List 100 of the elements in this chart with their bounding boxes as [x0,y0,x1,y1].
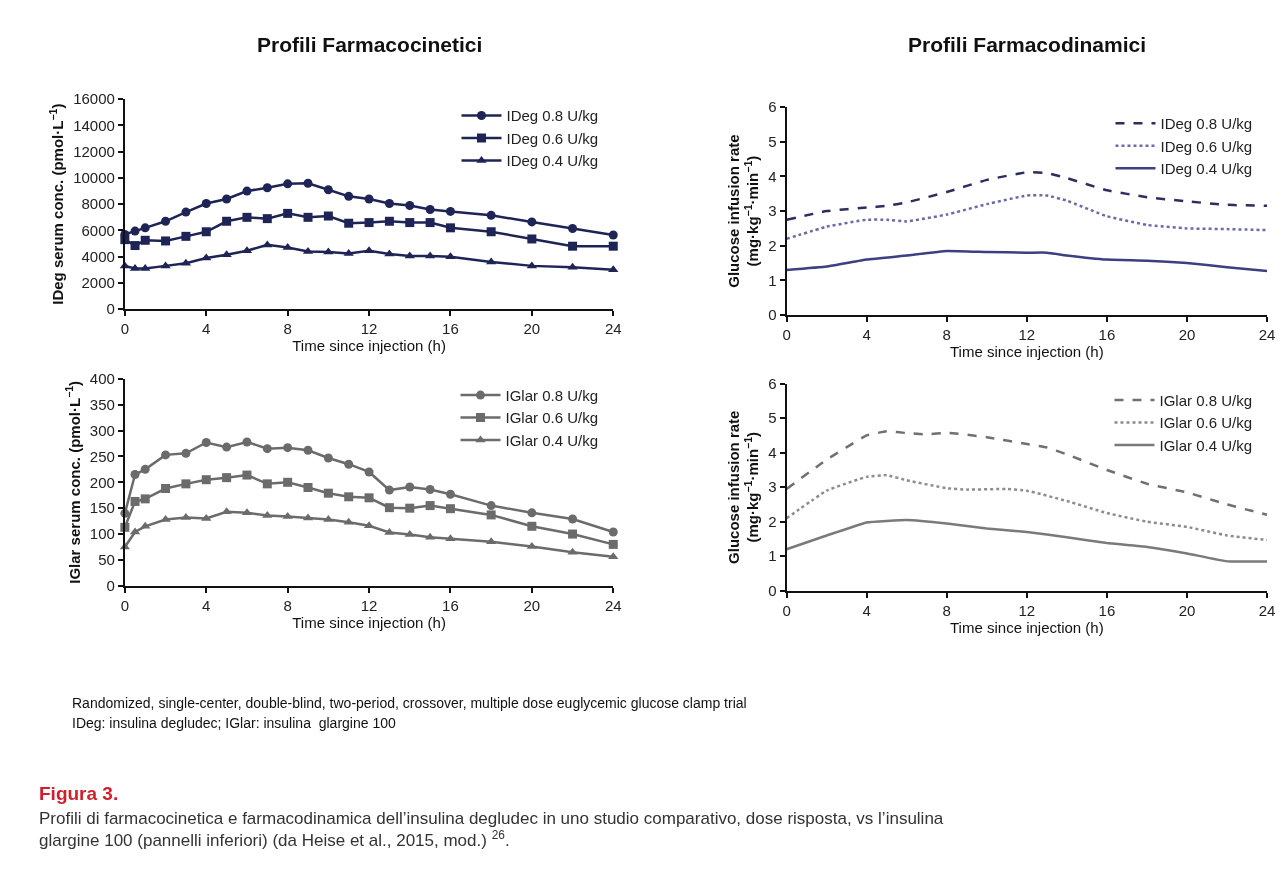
y-tick-label: 6 [768,98,777,116]
point [425,218,435,228]
point [161,216,171,226]
point [161,236,171,246]
point [283,477,293,487]
point [140,223,150,233]
point [242,437,252,447]
point [608,241,618,251]
y-tick-label: 6000 [81,221,115,239]
point [608,539,618,549]
y-tick-label: 1 [768,547,777,565]
x-axis-title: Time since injection (h) [950,618,1104,636]
x-tick-label: 24 [604,320,622,338]
x-tick-label: 8 [942,326,951,344]
x-tick-label: 20 [523,320,541,338]
point [161,450,171,460]
text: Profili di farmacocinetica e farmacodinamica dell’insulina degludec in uno studio comparativo, dose risposta, vs l’insulina glargine 100 (pannelli inferiori) (da Heise et al., 2015, mod.) $^{26}$. [39,809,944,851]
point [384,216,394,226]
legend-label: IDeg 0.4 U/kg [1160,160,1253,178]
point [323,211,333,221]
y-tick-label: 0 [106,577,115,595]
point [344,191,354,201]
legend-label: IGlar 0.4 U/kg [1159,436,1253,454]
text: IDeg: insulina degludec; IGlar: insulina glargine 100 [72,715,396,731]
text: Figura 3. [39,783,119,804]
point [283,208,293,218]
x-tick-label: 0 [120,320,130,338]
x-tick-label: 12 [360,320,378,338]
x-tick-label: 12 [1018,326,1036,344]
point [130,470,140,480]
point [404,251,415,259]
point [201,199,211,209]
legend-label: IDeg 0.8 U/kg [1160,115,1253,133]
y-tick-label: 8000 [81,195,115,213]
point [140,235,150,245]
point [384,485,394,495]
y-tick-label: 0 [768,306,777,324]
point [527,521,537,531]
point [262,479,272,489]
legend-label: IDeg 0.6 U/kg [1160,137,1253,155]
legend-label: IGlar 0.6 U/kg [1159,414,1253,432]
point [568,223,578,233]
y-tick-label: 12000 [73,142,115,160]
point [303,445,313,455]
point [283,443,293,453]
point [201,227,211,237]
point [608,552,619,560]
point [161,484,171,494]
point [140,494,150,504]
point [262,183,272,193]
point [527,234,537,244]
point [130,496,140,506]
x-tick-label: 16 [1098,601,1116,619]
y-tick-label: 100 [89,525,115,543]
x-tick-label: 16 [1098,326,1116,344]
y-tick-label: 50 [98,551,115,569]
chart-title: Profili Farmacocinetici [257,33,483,56]
point [405,218,415,228]
point [222,216,232,226]
x-axis-title: Time since injection (h) [950,343,1104,361]
point [425,485,435,495]
x-tick-label: 24 [604,596,622,614]
y-tick-label: 3 [768,478,777,496]
point [344,492,354,502]
point [608,265,619,273]
line-series [786,194,1268,241]
point [140,464,150,474]
y-tick-label: 2000 [81,274,115,292]
x-tick-label: 8 [283,596,292,614]
y-tick-label: 2 [768,512,777,530]
x-tick-label: 20 [1178,601,1196,619]
point [201,437,211,447]
point [486,510,496,520]
point [445,489,455,499]
x-tick-label: 8 [942,601,951,619]
point [201,253,212,261]
y-tick-label: 4 [768,167,777,185]
x-tick-label: 12 [360,596,378,614]
legend-label: IGlar 0.8 U/kg [1159,391,1253,409]
point [303,212,313,222]
point [343,248,354,256]
point [364,218,374,228]
point [568,514,578,524]
point [303,482,313,492]
legend-label: IDeg 0.8 U/kg [506,107,599,125]
point [282,511,293,519]
y-tick-label: 6 [768,374,777,392]
point [608,527,618,537]
x-tick-label: 4 [862,326,871,344]
point [181,479,191,489]
line-series [786,518,1268,563]
y-tick-label: 400 [89,370,115,388]
y-tick-label: 350 [89,395,115,413]
y-tick-label: 0 [768,581,777,599]
legend-label: IGlar 0.6 U/kg [505,409,599,427]
point [140,521,151,529]
x-tick-label: 20 [523,596,541,614]
point [425,501,435,511]
point [323,185,333,195]
y-tick-label: 1 [768,271,777,289]
